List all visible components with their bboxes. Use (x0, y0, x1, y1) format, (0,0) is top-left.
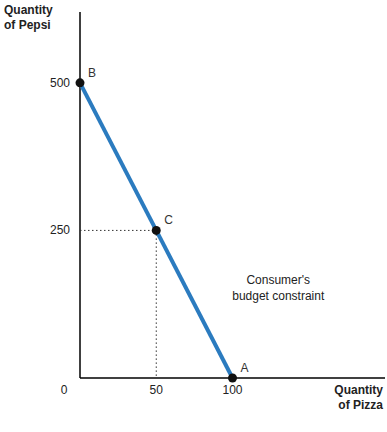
point-marker (152, 226, 161, 235)
annotation: Consumer's (246, 273, 310, 287)
plot-area (76, 78, 238, 382)
point-label: C (164, 213, 173, 227)
x-axis-label: Quantity (334, 383, 383, 397)
annotation: budget constraint (232, 289, 325, 303)
y-axis (79, 12, 81, 378)
chart-container: 050100250500Quantityof PepsiQuantityof P… (0, 0, 387, 432)
point-marker (228, 374, 237, 383)
x-axis-label: of Pizza (338, 398, 383, 412)
point-label: B (88, 66, 96, 80)
y-axis-label: Quantity (4, 3, 53, 17)
chart-svg: 050100250500Quantityof PepsiQuantityof P… (0, 0, 387, 432)
x-tick-label: 50 (150, 383, 164, 397)
reference-line (80, 230, 156, 231)
y-axis-label: of Pepsi (4, 18, 51, 32)
x-tick-label: 100 (222, 383, 242, 397)
budget-line (80, 83, 233, 378)
point-marker (76, 78, 85, 87)
point-label: A (241, 361, 249, 375)
reference-line (156, 230, 157, 378)
y-tick-label: 500 (50, 76, 70, 90)
y-tick-label: 250 (50, 223, 70, 237)
x-tick-label: 0 (61, 383, 68, 397)
